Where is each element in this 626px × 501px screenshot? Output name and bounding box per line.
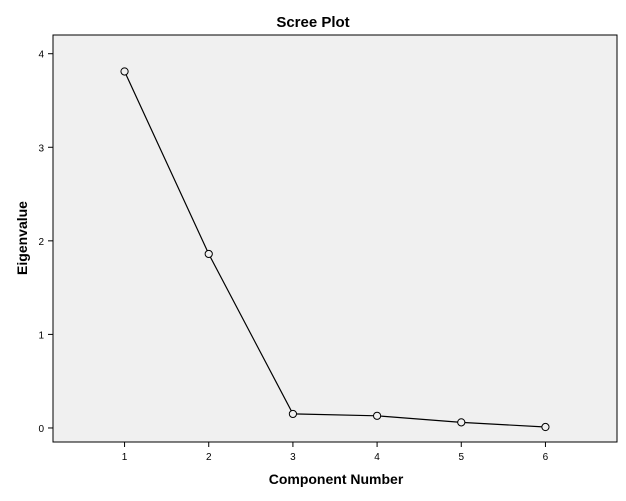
x-tick-label: 4: [374, 452, 380, 463]
x-axis-label: Component Number: [269, 471, 404, 487]
series-layer: [120, 67, 550, 432]
data-point: [541, 422, 550, 432]
x-tick-label: 6: [543, 452, 549, 463]
data-point: [372, 411, 382, 420]
y-tick-label: 3: [38, 143, 44, 154]
x-axis-ticks: 1 2 3 4 5 6: [122, 442, 549, 463]
data-point: [457, 418, 466, 427]
x-tick-label: 1: [122, 452, 128, 463]
chart-title: Scree Plot: [276, 14, 349, 31]
data-point: [120, 67, 129, 76]
data-point: [288, 409, 298, 419]
y-tick-label: 2: [38, 237, 44, 248]
y-tick-label: 1: [38, 330, 44, 341]
plot-area: [52, 34, 618, 443]
data-point: [204, 249, 213, 259]
y-axis-label: Eigenvalue: [14, 201, 30, 275]
y-tick-label: 4: [38, 50, 44, 61]
x-tick-label: 5: [458, 452, 464, 463]
x-tick-label: 3: [290, 452, 296, 463]
series-line: [124, 71, 546, 428]
x-tick-label: 2: [206, 452, 212, 463]
y-axis-ticks: 0 1 2 3 4: [38, 50, 53, 435]
y-tick-label: 0: [38, 424, 44, 435]
